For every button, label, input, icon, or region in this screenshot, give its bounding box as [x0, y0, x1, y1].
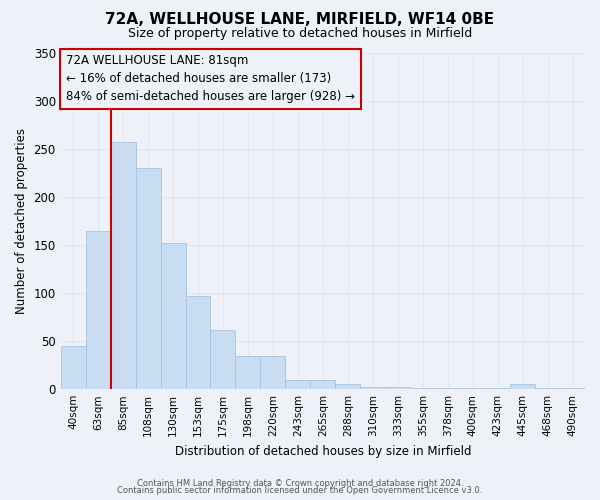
Bar: [535, 388, 560, 389]
Bar: [211, 330, 235, 389]
Bar: [460, 388, 485, 389]
Bar: [335, 384, 360, 389]
Bar: [86, 232, 110, 389]
Text: Contains HM Land Registry data © Crown copyright and database right 2024.: Contains HM Land Registry data © Crown c…: [137, 478, 463, 488]
Text: Size of property relative to detached houses in Mirfield: Size of property relative to detached ho…: [128, 28, 472, 40]
Bar: [61, 346, 86, 389]
Bar: [410, 388, 435, 389]
Bar: [235, 356, 260, 389]
Bar: [310, 380, 335, 389]
Text: 72A WELLHOUSE LANE: 81sqm
← 16% of detached houses are smaller (173)
84% of semi: 72A WELLHOUSE LANE: 81sqm ← 16% of detac…: [65, 54, 355, 104]
Text: Contains public sector information licensed under the Open Government Licence v3: Contains public sector information licen…: [118, 486, 482, 495]
Bar: [161, 243, 185, 389]
Text: 72A, WELLHOUSE LANE, MIRFIELD, WF14 0BE: 72A, WELLHOUSE LANE, MIRFIELD, WF14 0BE: [106, 12, 494, 28]
Bar: [136, 168, 161, 389]
Bar: [560, 388, 585, 389]
Bar: [185, 296, 211, 389]
Bar: [385, 388, 410, 389]
Bar: [260, 356, 286, 389]
Bar: [110, 142, 136, 389]
Bar: [510, 384, 535, 389]
Bar: [435, 388, 460, 389]
Y-axis label: Number of detached properties: Number of detached properties: [15, 128, 28, 314]
Bar: [360, 388, 385, 389]
Bar: [286, 380, 310, 389]
Bar: [485, 388, 510, 389]
X-axis label: Distribution of detached houses by size in Mirfield: Distribution of detached houses by size …: [175, 444, 471, 458]
